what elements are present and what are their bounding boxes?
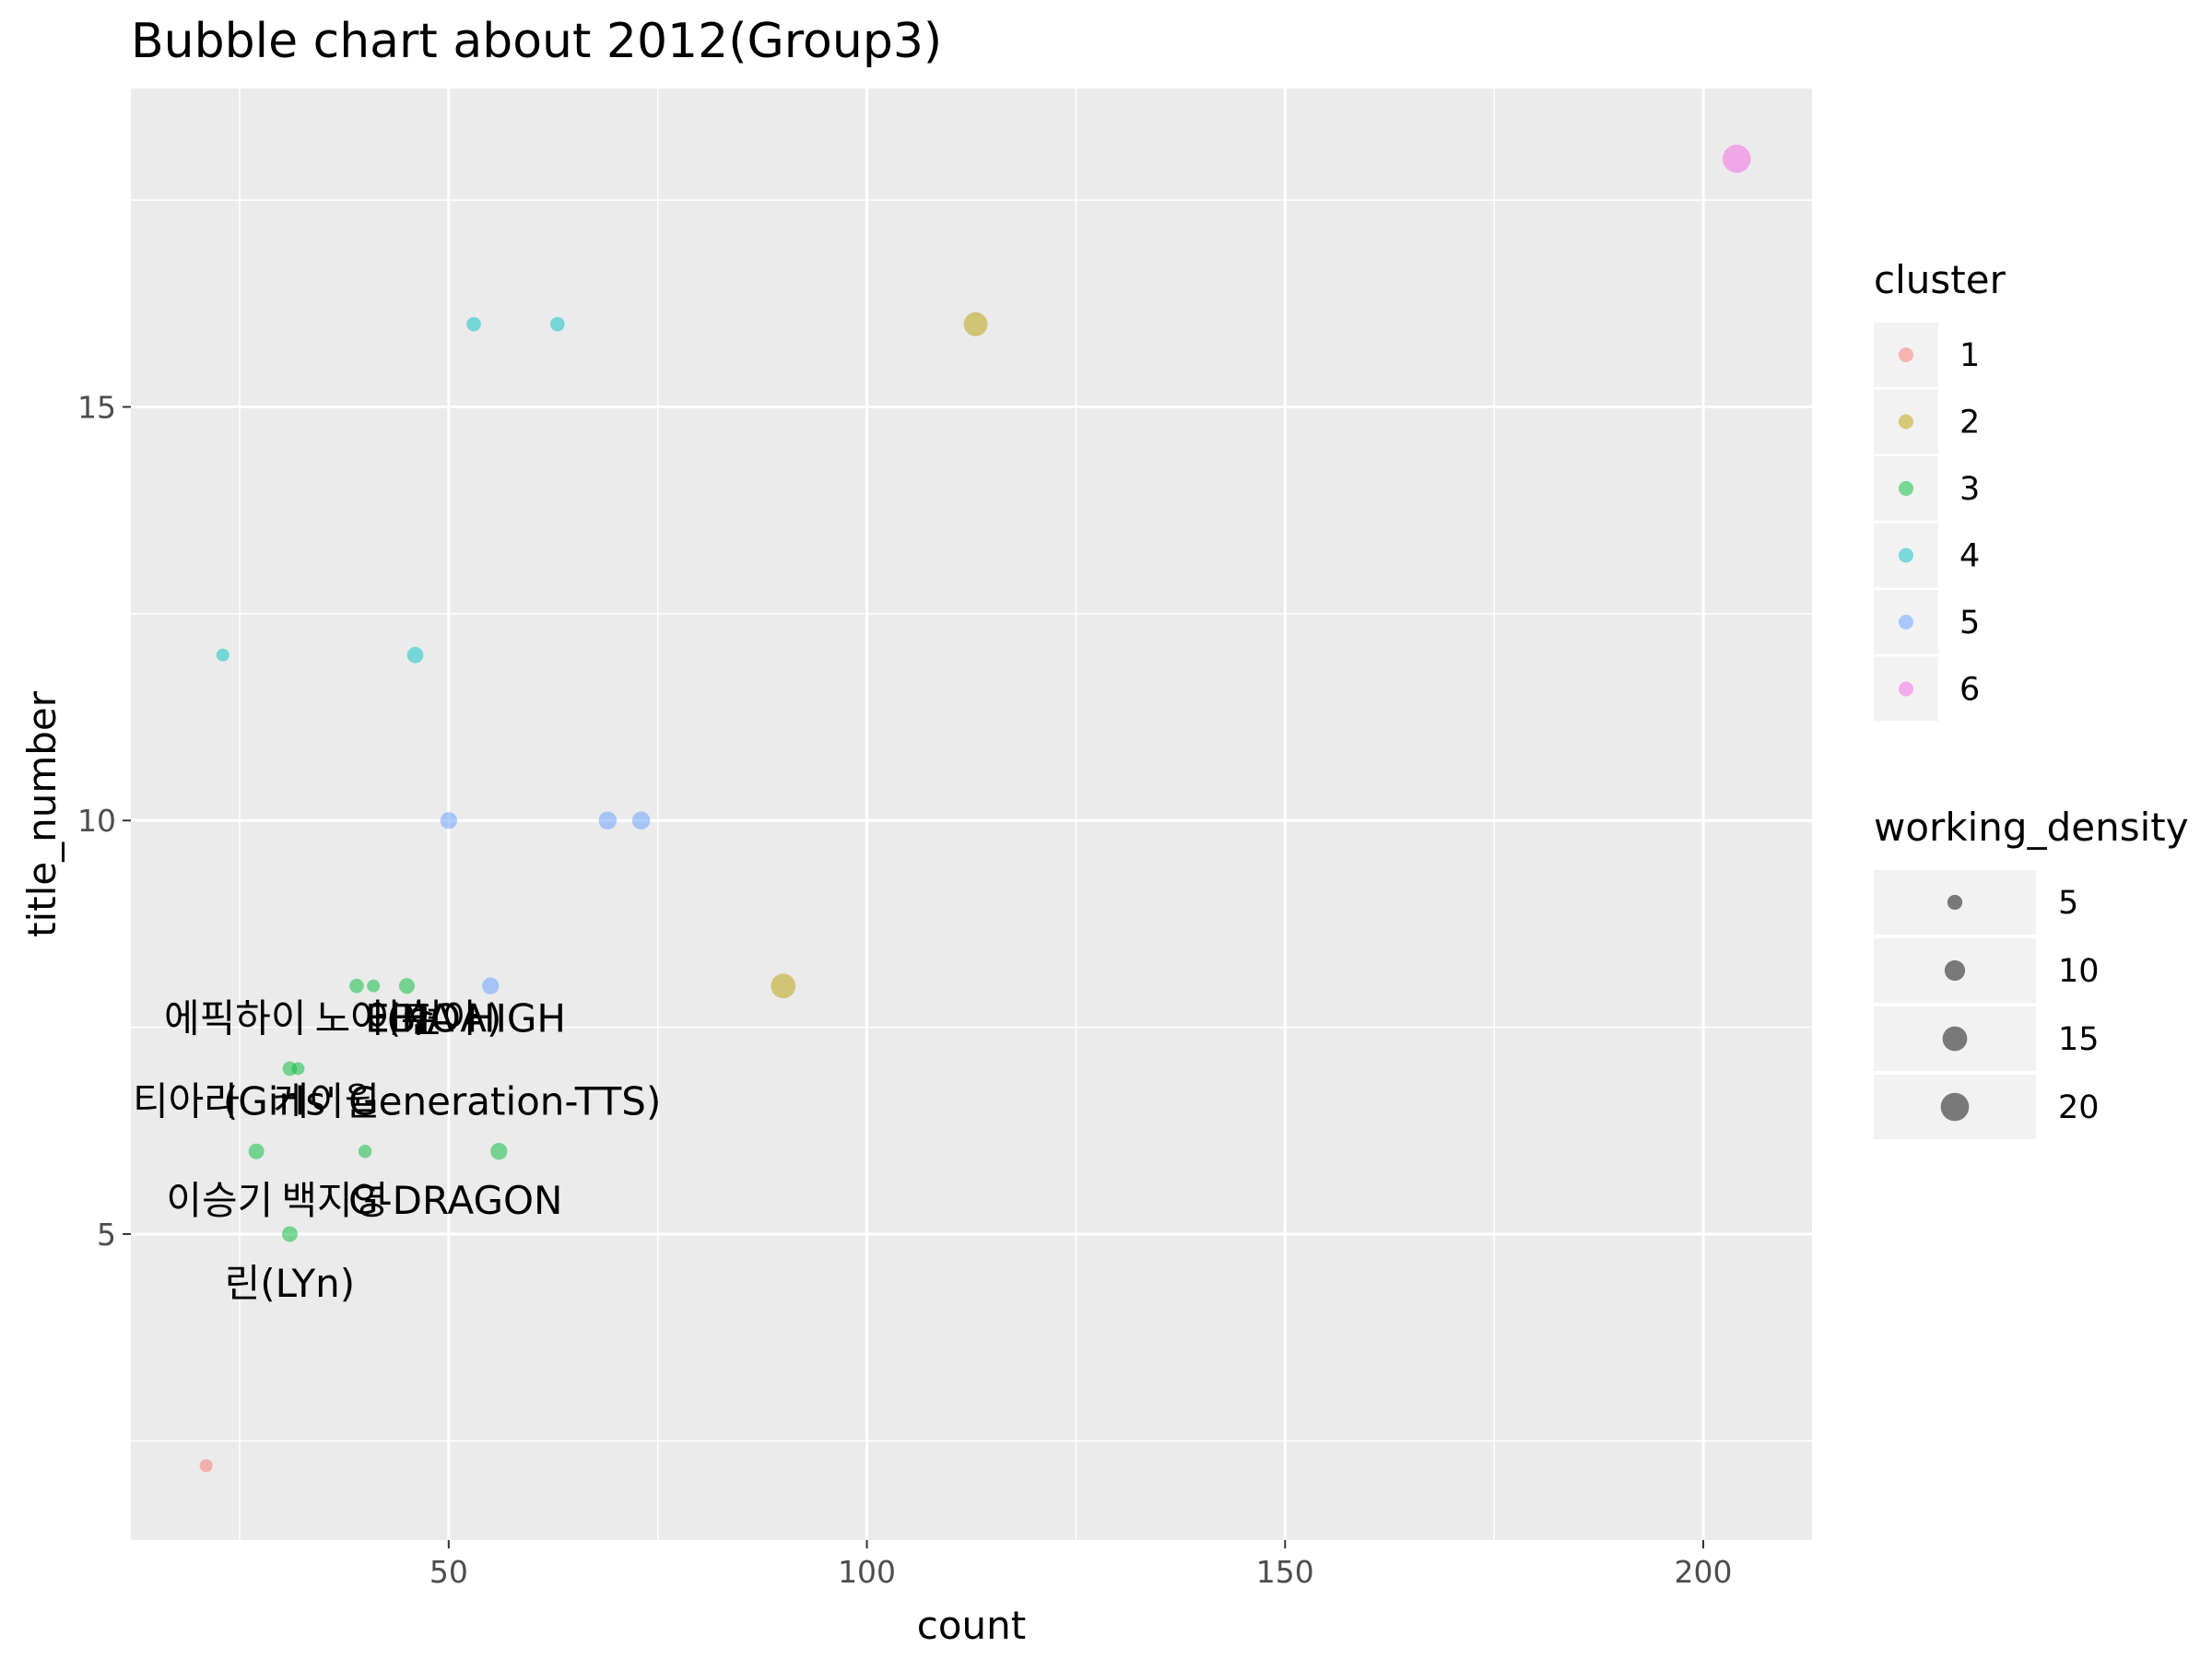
grid-lines	[131, 88, 1812, 1540]
bubble-cluster-3	[398, 978, 415, 994]
x-axis-title: count	[917, 1603, 1027, 1648]
y-tick-label: 10	[77, 803, 116, 839]
point-label: 에픽하이	[164, 996, 307, 1041]
legend-size-swatch	[1940, 1092, 1970, 1122]
bubble-cluster-4	[216, 648, 229, 662]
point-label: G-DRAGON	[348, 1178, 563, 1223]
legend-key-swatch	[1899, 481, 1913, 496]
cluster-legend-label: 3	[1959, 471, 1980, 508]
y-tick-label: 15	[77, 390, 116, 426]
bubble-cluster-3	[367, 979, 381, 993]
legend-size-swatch	[1944, 959, 1966, 982]
cluster-legend-label: 6	[1959, 672, 1980, 709]
x-tick-label: 50	[429, 1554, 468, 1590]
working-density-legend-label: 15	[2058, 1021, 2100, 1058]
legend-size-swatch	[1942, 1026, 1968, 1052]
bubble-cluster-4	[406, 646, 424, 664]
bubble-cluster-4	[466, 316, 481, 332]
bubble-cluster-3	[291, 1062, 305, 1076]
legend-key-swatch	[1899, 547, 1913, 563]
x-tick-label: 100	[838, 1554, 896, 1590]
legend-key-swatch	[1899, 347, 1913, 362]
bubble-cluster-2	[963, 312, 988, 336]
point-label: 노아(HOA)	[315, 996, 502, 1041]
bubble-cluster-5	[482, 977, 500, 994]
point-label: (Girls' Generation-TTS)	[223, 1078, 662, 1124]
point-label: 티아라	[133, 1078, 240, 1124]
data-points	[199, 144, 1751, 1473]
bubble-cluster-3	[248, 1143, 265, 1159]
chart-title: Bubble chart about 2012(Group3)	[131, 14, 942, 69]
working-density-legend-label: 20	[2058, 1089, 2100, 1126]
working-density-legend-title: working_density	[1874, 805, 2189, 850]
point-label: 이승기	[166, 1178, 273, 1223]
bubble-cluster-3	[490, 1143, 508, 1160]
bubble-cluster-1	[199, 1459, 213, 1473]
bubble-cluster-2	[771, 973, 796, 999]
cluster-legend-label: 5	[1959, 605, 1980, 641]
y-tick-label: 5	[97, 1217, 116, 1253]
cluster-legend-label: 1	[1959, 337, 1980, 374]
cluster-legend: cluster 1 2 3 4 5 6	[1874, 257, 2006, 722]
point-label: 린(LYn)	[225, 1261, 356, 1306]
bubble-cluster-3	[349, 978, 364, 994]
bubble-cluster-3	[281, 1226, 298, 1242]
point-label: 백지영	[281, 1178, 388, 1223]
plot-panel	[131, 88, 1812, 1540]
legend-key-swatch	[1899, 414, 1913, 429]
point-label: 현아	[406, 996, 477, 1041]
point-label: 케이윌	[273, 1078, 380, 1124]
working-density-legend: working_density 5 10 15 20	[1874, 805, 2189, 1139]
legend-size-swatch	[1947, 894, 1963, 911]
legend-key-swatch	[1899, 681, 1913, 697]
bubble-cluster-5	[440, 812, 457, 830]
y-axis-title: title_number	[19, 690, 65, 937]
bubble-cluster-6	[1723, 144, 1751, 173]
working-density-legend-label: 10	[2058, 953, 2100, 990]
working-density-legend-label: 5	[2058, 885, 2078, 922]
axes: 50 100 150 200 5 10 15	[77, 390, 1733, 1590]
cluster-legend-label: 2	[1959, 405, 1980, 441]
bubble-cluster-5	[598, 811, 618, 830]
point-label: EBIA HIGH	[365, 996, 566, 1041]
cluster-legend-label: 4	[1959, 538, 1980, 575]
x-tick-label: 200	[1675, 1554, 1733, 1590]
point-label: 이수	[365, 996, 436, 1041]
bubble-cluster-5	[631, 811, 651, 830]
bubble-cluster-3	[358, 1144, 372, 1159]
cluster-legend-title: cluster	[1874, 257, 2006, 302]
x-tick-label: 150	[1256, 1554, 1314, 1590]
bubble-cluster-4	[550, 316, 565, 332]
legend-key-swatch	[1899, 615, 1913, 629]
